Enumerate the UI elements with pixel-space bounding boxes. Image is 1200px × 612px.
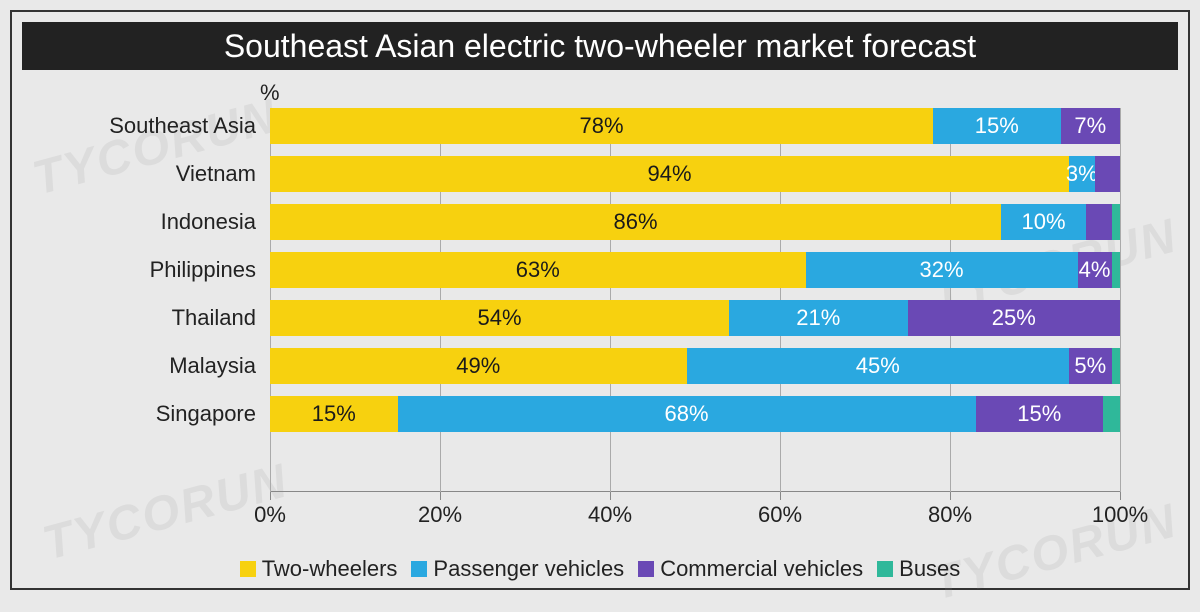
bar-segment [1103,396,1120,432]
chart-title-text: Southeast Asian electric two-wheeler mar… [224,28,976,65]
category-label: Thailand [172,305,256,331]
bar-segment: 49% [270,348,687,384]
bar-segment: 94% [270,156,1069,192]
legend-item: Two-wheelers [240,556,398,582]
bar-segment [1095,156,1121,192]
legend-swatch [411,561,427,577]
bar-segment: 5% [1069,348,1112,384]
x-axis-label: 0% [254,502,286,528]
bar-row: Indonesia86%10% [270,204,1120,240]
bar-segment: 3% [1069,156,1095,192]
bar-row: Singapore15%68%15% [270,396,1120,432]
legend-item: Passenger vehicles [411,556,624,582]
bar-segment [1112,204,1121,240]
bar-segment: 21% [729,300,908,336]
x-tick [440,492,441,500]
bar-segment [1086,204,1112,240]
legend-swatch [638,561,654,577]
bar-segment: 45% [687,348,1070,384]
legend-label: Commercial vehicles [660,556,863,582]
bar-segment: 4% [1078,252,1112,288]
bar-row: Thailand54%21%25% [270,300,1120,336]
legend-label: Passenger vehicles [433,556,624,582]
y-axis-unit: % [260,80,280,106]
x-axis-label: 60% [758,502,802,528]
bar-segment: 32% [806,252,1078,288]
x-axis-label: 40% [588,502,632,528]
bar-segment: 7% [1061,108,1121,144]
legend-label: Buses [899,556,960,582]
category-label: Singapore [156,401,256,427]
bar-segment: 25% [908,300,1121,336]
bar-segment [1112,348,1121,384]
bar-segment: 15% [270,396,398,432]
x-axis-label: 80% [928,502,972,528]
category-label: Indonesia [161,209,256,235]
x-tick [950,492,951,500]
gridline [1120,108,1121,492]
bar-segment: 86% [270,204,1001,240]
bar-segment: 10% [1001,204,1086,240]
bar-row: Vietnam94%3% [270,156,1120,192]
x-tick [1120,492,1121,500]
category-label: Philippines [150,257,256,283]
x-tick [780,492,781,500]
bar-segment [1112,252,1121,288]
bar-row: Malaysia49%45%5% [270,348,1120,384]
legend-item: Commercial vehicles [638,556,863,582]
bar-segment: 15% [933,108,1061,144]
legend: Two-wheelers Passenger vehicles Commercial… [0,556,1200,582]
bar-segment: 54% [270,300,729,336]
legend-item: Buses [877,556,960,582]
bar-segment: 15% [976,396,1104,432]
category-label: Southeast Asia [109,113,256,139]
plot-region: 0%20%40%60%80%100%Southeast Asia78%15%7%… [270,108,1120,492]
legend-swatch [877,561,893,577]
x-tick [610,492,611,500]
legend-swatch [240,561,256,577]
chart-area: % 0%20%40%60%80%100%Southeast Asia78%15%… [60,80,1140,532]
bar-row: Southeast Asia78%15%7% [270,108,1120,144]
x-tick [270,492,271,500]
bar-segment: 68% [398,396,976,432]
bar-row: Philippines63%32%4% [270,252,1120,288]
chart-title: Southeast Asian electric two-wheeler mar… [22,22,1178,70]
category-label: Malaysia [169,353,256,379]
bar-segment: 78% [270,108,933,144]
x-axis-label: 100% [1092,502,1148,528]
legend-label: Two-wheelers [262,556,398,582]
x-axis-label: 20% [418,502,462,528]
category-label: Vietnam [176,161,256,187]
bar-segment: 63% [270,252,806,288]
x-axis-line [270,491,1120,492]
